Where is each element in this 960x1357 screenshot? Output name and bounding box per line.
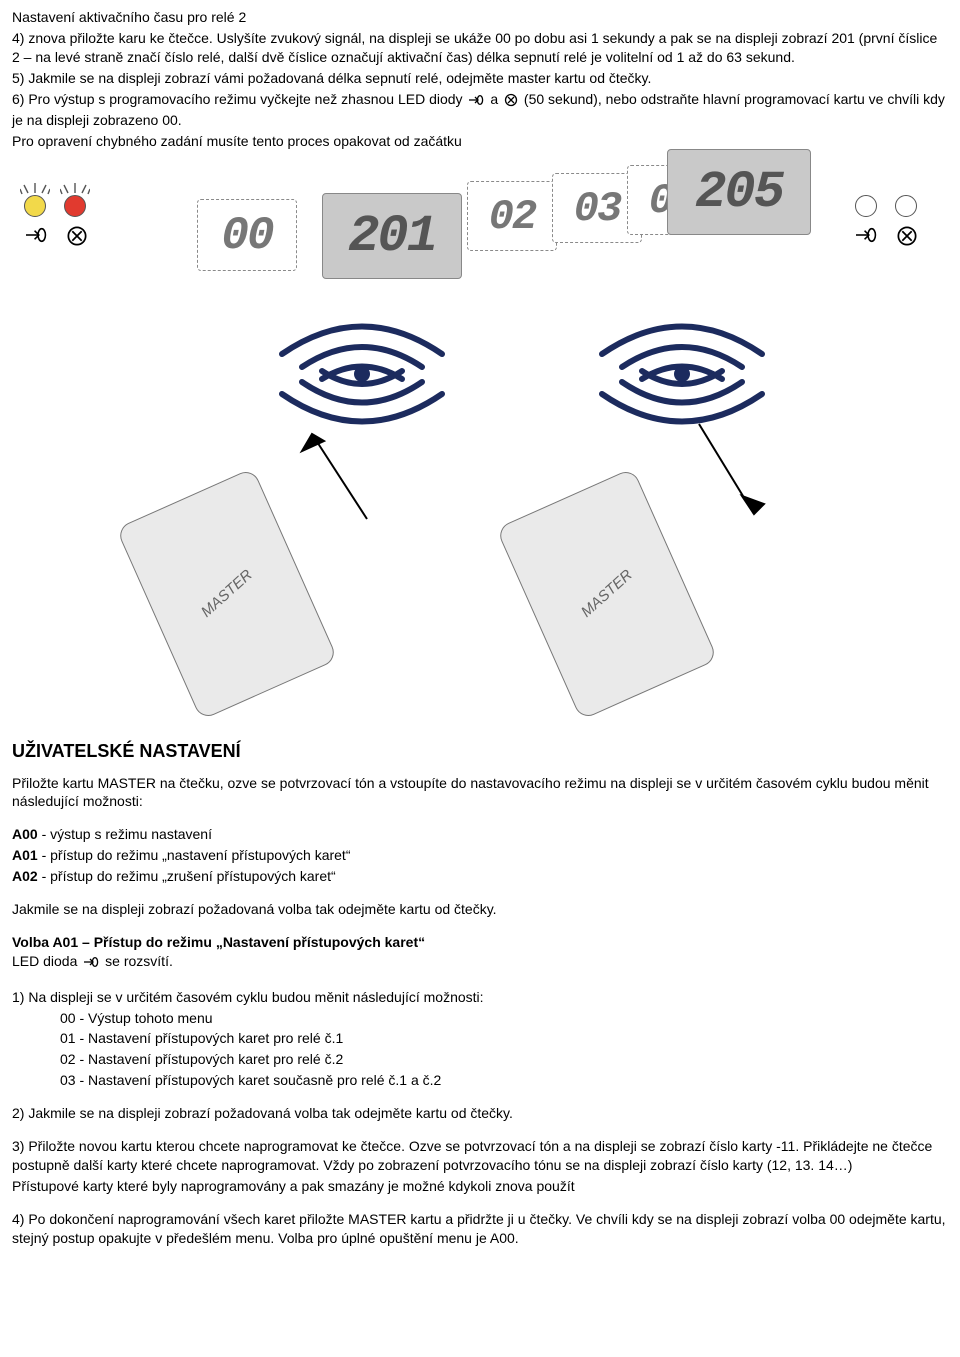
arrow-key-icon bbox=[468, 93, 484, 112]
a00-line: A00A00 - výstup s režimu nastavení - výs… bbox=[12, 825, 948, 844]
menu-00: 00 - Výstup tohoto menu bbox=[12, 1009, 948, 1028]
step-5: 5) Jakmile se na displeji zobrazí vámi p… bbox=[12, 69, 948, 88]
step4-bottom: 4) Po dokončení naprogramování všech kar… bbox=[12, 1210, 948, 1248]
led-right-1 bbox=[855, 195, 877, 217]
arrow-key-icon-2 bbox=[83, 955, 99, 974]
display-00-text: 00 bbox=[198, 200, 296, 272]
menu-02: 02 - Nastavení přístupových karet pro re… bbox=[12, 1050, 948, 1069]
arrow-card-right bbox=[684, 414, 774, 534]
display-02: 02 bbox=[467, 181, 557, 251]
menu-01: 01 - Nastavení přístupových karet pro re… bbox=[12, 1029, 948, 1048]
a02-line: A02 - přístup do režimu „zrušení přístup… bbox=[12, 867, 948, 886]
step-4: 4) znova přiložte karu ke čtečce. Uslyší… bbox=[12, 29, 948, 67]
led-left-yellow bbox=[24, 195, 46, 217]
menu-intro: 1) Na displeji se v určitém časovém cykl… bbox=[12, 988, 948, 1007]
led-line-b: se rozsvítí. bbox=[105, 953, 173, 969]
radio-waves-right bbox=[572, 309, 792, 429]
step6-text-a: 6) Pro výstup s programovacího režimu vy… bbox=[12, 91, 466, 107]
step3b-bottom: Přístupové karty které byly naprogramová… bbox=[12, 1177, 948, 1196]
led-right-2 bbox=[895, 195, 917, 217]
a01-line: A01 - přístup do režimu „nastavení příst… bbox=[12, 846, 948, 865]
master-card-right-label: MASTER bbox=[577, 566, 637, 623]
section-user-settings-title: UŽIVATELSKÉ NASTAVENÍ bbox=[12, 739, 948, 763]
display-201: 201 bbox=[322, 193, 462, 279]
user-intro: Přiložte kartu MASTER na čtečku, ozve se… bbox=[12, 774, 948, 812]
display-00: 00 bbox=[197, 199, 297, 271]
circle-x-icon bbox=[504, 93, 518, 112]
step2-bottom: 2) Jakmile se na displeji zobrazí požado… bbox=[12, 1104, 948, 1123]
led-left-red-rays bbox=[60, 181, 90, 195]
led-left-red bbox=[64, 195, 86, 217]
display-205-text: 205 bbox=[668, 150, 810, 236]
led-line-a: LED dioda bbox=[12, 953, 81, 969]
user-after-a: Jakmile se na displeji zobrazí požadovan… bbox=[12, 900, 948, 919]
display-205: 205 bbox=[667, 149, 811, 235]
master-card-left-label: MASTER bbox=[197, 566, 257, 623]
led-left-yellow-rays bbox=[20, 181, 50, 195]
display-201-text: 201 bbox=[323, 194, 461, 280]
arrow-key-icon-right-bottom bbox=[854, 225, 878, 250]
arrow-card-left bbox=[292, 419, 382, 529]
display-02-text: 02 bbox=[468, 182, 556, 252]
arrow-key-icon-left-bottom bbox=[24, 225, 48, 250]
heading-rele2: Nastavení aktivačního času pro relé 2 bbox=[12, 8, 948, 27]
volba-a01-title: Volba A01 – Přístup do režimu „Nastavení… bbox=[12, 933, 948, 952]
led-line: LED dioda se rozsvítí. bbox=[12, 952, 948, 974]
menu-03: 03 - Nastavení přístupových karet součas… bbox=[12, 1071, 948, 1090]
radio-waves-left bbox=[252, 309, 472, 429]
circle-x-icon-right-bottom bbox=[896, 225, 918, 252]
circle-x-icon-left-bottom bbox=[66, 225, 88, 252]
step-6: 6) Pro výstup s programovacího režimu vy… bbox=[12, 90, 948, 131]
step6-text-b: a bbox=[490, 91, 502, 107]
step3-bottom: 3) Přiložte novou kartu kterou chcete na… bbox=[12, 1137, 948, 1175]
figure-display-cards: 00 201 02 03 04 205 bbox=[12, 169, 948, 709]
